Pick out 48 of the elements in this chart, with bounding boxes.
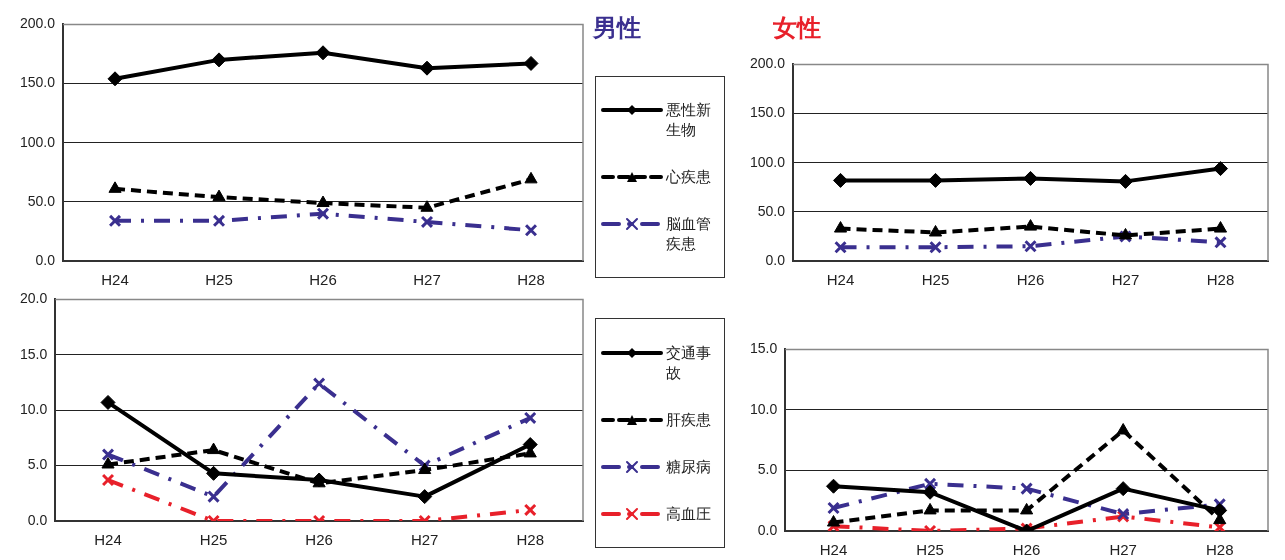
x-tick-label: H27 xyxy=(1111,271,1140,289)
x-tick-label: H26 xyxy=(1016,271,1045,289)
y-tick-label: 10.0 xyxy=(750,400,778,417)
legend-label: 糖尿病 xyxy=(666,456,712,477)
legend-label: 交通事故 xyxy=(666,342,712,383)
x-tick-label: H28 xyxy=(1205,541,1234,559)
x-tick-label: H24 xyxy=(826,271,855,289)
x-tick-label: H28 xyxy=(517,271,545,289)
legend-label: 高血圧 xyxy=(666,503,712,524)
x-tick-label: H25 xyxy=(205,271,233,289)
y-tick-label: 0.0 xyxy=(765,251,786,268)
y-tick-label: 100.0 xyxy=(19,133,56,150)
y-tick-label: 50.0 xyxy=(757,202,786,219)
x-tick-label: H28 xyxy=(1206,271,1235,289)
y-tick-label: 15.0 xyxy=(750,340,778,357)
y-tick-label: 10.0 xyxy=(20,401,48,418)
x-tick-label: H26 xyxy=(309,271,337,289)
legend-label: 肝疾患 xyxy=(666,409,712,430)
x-tick-label: H24 xyxy=(94,531,122,549)
x-tick-label: H25 xyxy=(921,271,950,289)
chart-title: 女性 xyxy=(773,13,821,43)
y-tick-label: 0.0 xyxy=(27,511,48,528)
x-tick-label: H27 xyxy=(410,531,439,549)
y-tick-label: 20.0 xyxy=(20,290,48,307)
y-tick-label: 15.0 xyxy=(20,345,48,362)
legend-label: 心疾患 xyxy=(666,167,712,187)
y-tick-label: 100.0 xyxy=(749,153,786,170)
x-tick-label: H28 xyxy=(516,531,544,549)
legend-label: 脳血管疾患 xyxy=(666,213,712,254)
x-tick-label: H25 xyxy=(199,531,228,549)
x-tick-label: H27 xyxy=(1109,541,1137,559)
x-tick-label: H27 xyxy=(413,271,441,289)
y-tick-label: 150.0 xyxy=(749,104,786,121)
x-tick-label: H25 xyxy=(916,541,944,559)
y-tick-label: 150.0 xyxy=(19,74,56,91)
y-tick-label: 5.0 xyxy=(27,456,48,473)
y-tick-label: 200.0 xyxy=(19,15,56,32)
x-tick-label: H24 xyxy=(101,271,129,289)
x-tick-label: H26 xyxy=(1012,541,1041,559)
x-tick-label: H26 xyxy=(305,531,333,549)
y-tick-label: 200.0 xyxy=(749,55,786,72)
legend-label: 悪性新生物 xyxy=(666,100,712,141)
x-tick-label: H24 xyxy=(819,541,848,559)
y-tick-label: 0.0 xyxy=(757,521,778,538)
y-tick-label: 0.0 xyxy=(35,251,56,268)
y-tick-label: 50.0 xyxy=(27,192,56,209)
chart-title: 男性 xyxy=(593,13,641,43)
y-tick-label: 5.0 xyxy=(757,461,778,478)
